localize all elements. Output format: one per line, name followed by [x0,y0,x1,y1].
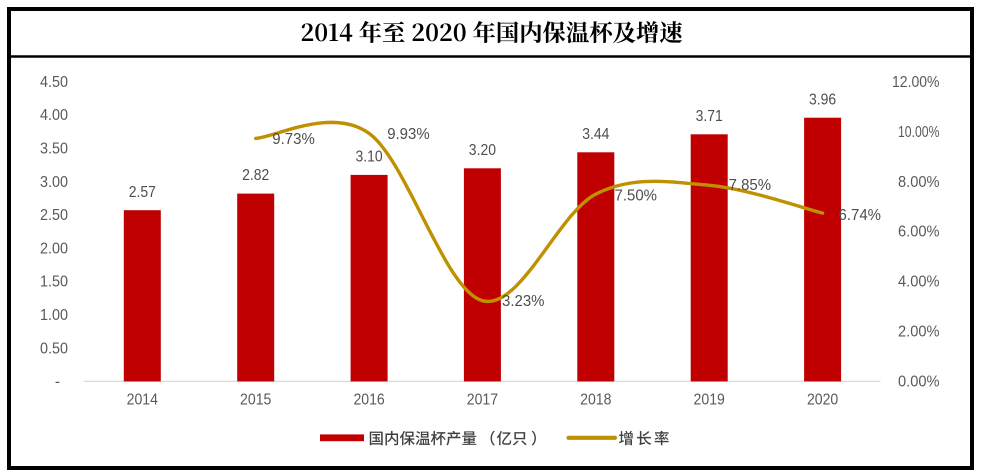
svg-text:1.00: 1.00 [40,307,68,324]
svg-text:2.57: 2.57 [129,184,156,201]
svg-text:4.00: 4.00 [40,107,68,124]
svg-text:2018: 2018 [580,392,611,409]
svg-text:2014: 2014 [127,392,159,409]
svg-text:3.71: 3.71 [696,108,723,125]
svg-text:4.00%: 4.00% [898,274,940,291]
svg-text:10.00%: 10.00% [898,124,940,141]
svg-text:2.50: 2.50 [40,207,68,224]
svg-text:2.00%: 2.00% [898,324,940,341]
svg-text:9.73%: 9.73% [272,131,315,148]
svg-text:3.44: 3.44 [582,126,610,143]
svg-text:3.50: 3.50 [40,141,68,158]
svg-text:9.93%: 9.93% [387,126,430,143]
svg-text:7.50%: 7.50% [615,188,658,205]
svg-text:0.50: 0.50 [40,340,68,357]
svg-text:7.85%: 7.85% [729,177,772,194]
svg-text:2019: 2019 [694,392,725,409]
svg-text:2.00: 2.00 [40,240,68,257]
svg-text:3.20: 3.20 [469,142,497,159]
svg-text:3.23%: 3.23% [502,293,545,310]
svg-text:1.50: 1.50 [40,274,68,291]
svg-text:3.96: 3.96 [809,91,836,108]
svg-text:3.10: 3.10 [356,149,384,166]
svg-text:8.00%: 8.00% [898,174,940,191]
svg-text:2.82: 2.82 [242,167,269,184]
svg-text:12.00%: 12.00% [892,74,940,91]
svg-text:3.00: 3.00 [40,174,68,191]
svg-text:4.50: 4.50 [40,74,68,91]
svg-text:2020: 2020 [807,392,839,409]
svg-text:6.00%: 6.00% [898,224,940,241]
svg-text:2016: 2016 [353,392,384,409]
svg-text:6.74%: 6.74% [839,207,882,224]
svg-text:2017: 2017 [467,392,498,409]
svg-text:0.00%: 0.00% [898,374,940,391]
svg-text:-: - [55,374,60,391]
svg-text:2015: 2015 [240,392,271,409]
